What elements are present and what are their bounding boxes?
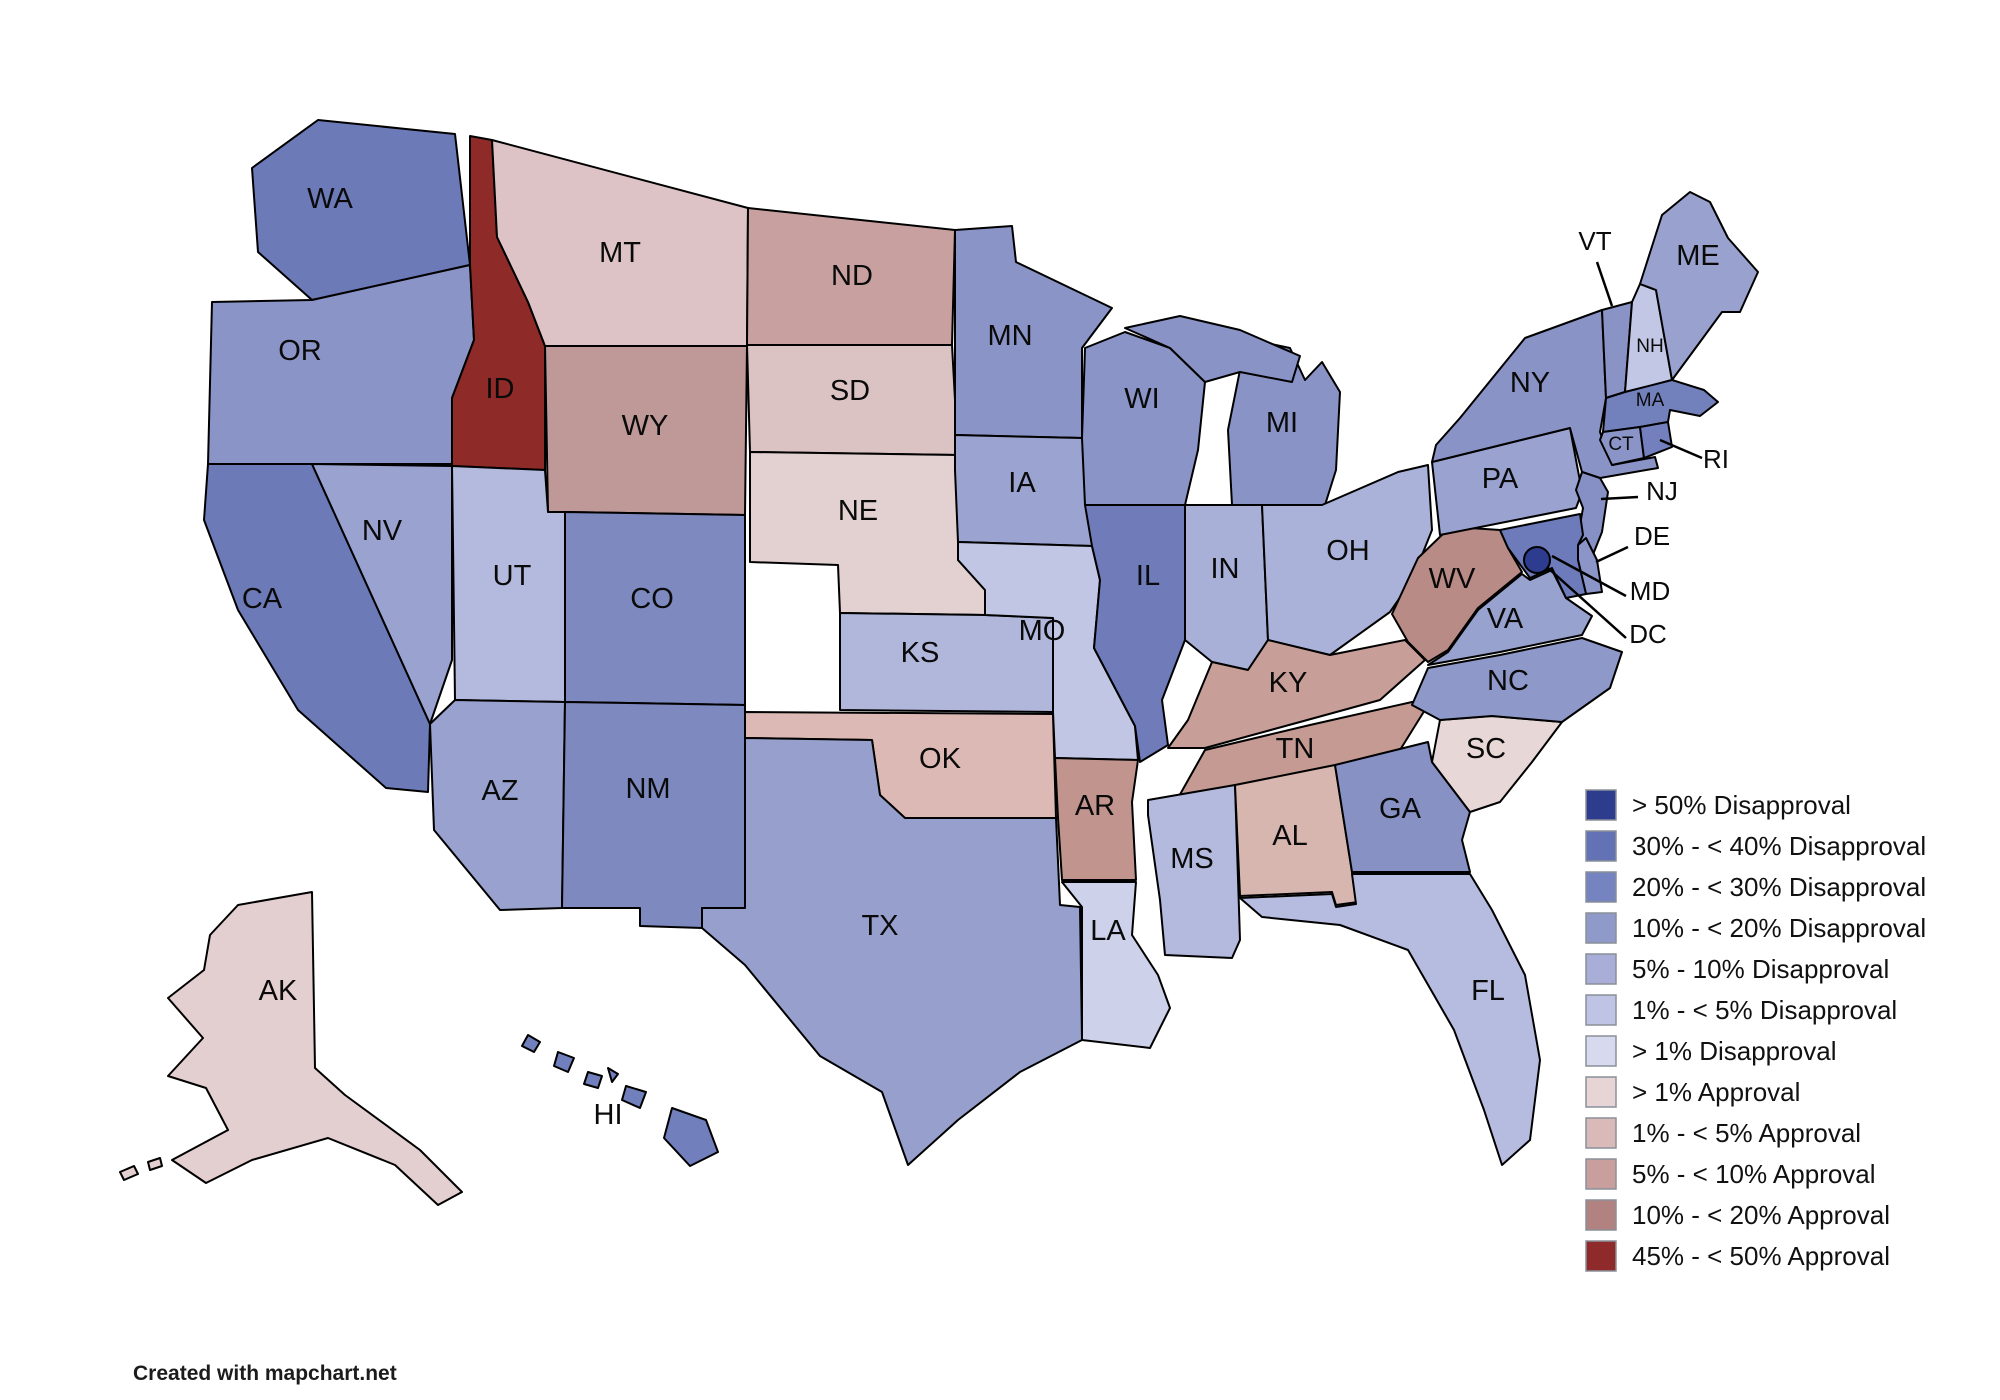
legend-swatch <box>1585 994 1617 1026</box>
legend-swatch <box>1585 1117 1617 1149</box>
legend-label: 10% - < 20% Approval <box>1632 1200 1890 1230</box>
legend-item: > 50% Disapproval <box>1585 789 1851 821</box>
state-mi[interactable]: MI — 10% - < 20% Disapproval <box>1124 315 1301 383</box>
legend-item: 5% - 10% Disapproval <box>1585 953 1889 985</box>
state-hi[interactable]: HI — 20% - < 30% Disapproval <box>521 1034 541 1053</box>
state-nd[interactable]: ND — 5% - < 10% Approval <box>746 207 956 346</box>
legend-label: 1% - < 5% Disapproval <box>1632 995 1897 1025</box>
state-nm[interactable]: NM — 20% - < 30% Disapproval <box>561 701 746 929</box>
legend-swatch <box>1585 1158 1617 1190</box>
state-hi[interactable]: HI — 20% - < 30% Disapproval <box>607 1067 619 1083</box>
legend-swatch <box>1585 871 1617 903</box>
legend-item: 10% - < 20% Approval <box>1585 1199 1890 1231</box>
legend-swatch <box>1585 1240 1617 1272</box>
state-la[interactable]: LA — > 1% Disapproval <box>1061 881 1171 1049</box>
state-fl[interactable]: FL — 5% - 10% Disapproval <box>1239 873 1541 1166</box>
state-wv[interactable]: WV — 10% - < 20% Approval <box>1391 527 1523 663</box>
state-label-dc: DC <box>1629 619 1667 649</box>
legend-item: 20% - < 30% Disapproval <box>1585 871 1926 903</box>
pointer-line-dc <box>1547 567 1627 639</box>
legend-label: 1% - < 5% Approval <box>1632 1118 1861 1148</box>
legend-label: 20% - < 30% Disapproval <box>1632 872 1926 902</box>
state-label-hi: HI <box>594 1099 623 1131</box>
pointer-line-nj <box>1600 495 1639 501</box>
state-ak[interactable]: AK — > 1% Approval <box>147 1157 163 1171</box>
state-wy[interactable]: WY — 5% - < 10% Approval <box>544 345 748 516</box>
legend-label: 5% - 10% Disapproval <box>1632 954 1889 984</box>
legend-item: > 1% Approval <box>1585 1076 1800 1108</box>
legend-item: 45% - < 50% Approval <box>1585 1240 1890 1272</box>
legend-item: > 1% Disapproval <box>1585 1035 1837 1067</box>
legend: > 50% Disapproval 30% - < 40% Disapproval… <box>1585 789 1926 1272</box>
legend-swatch <box>1585 912 1617 944</box>
legend-label: 45% - < 50% Approval <box>1632 1241 1890 1271</box>
state-mi[interactable]: MI — 10% - < 20% Disapproval <box>1227 341 1341 506</box>
legend-item: 10% - < 20% Disapproval <box>1585 912 1926 944</box>
state-label-de: DE <box>1634 521 1670 551</box>
state-co[interactable]: CO — 20% - < 30% Disapproval <box>564 511 746 706</box>
state-hi[interactable]: HI — 20% - < 30% Disapproval <box>663 1107 719 1167</box>
state-or[interactable]: OR — 10% - < 20% Disapproval <box>207 264 475 465</box>
legend-label: 30% - < 40% Disapproval <box>1632 831 1926 861</box>
states-layer: WA — 30% - < 40% DisapprovalOR — 10% - <… <box>119 119 1759 1206</box>
legend-item: 5% - < 10% Approval <box>1585 1158 1876 1190</box>
legend-swatch <box>1585 953 1617 985</box>
legend-swatch <box>1585 1076 1617 1108</box>
state-label-nj: NJ <box>1646 476 1678 506</box>
state-nv[interactable]: NV — 10% - < 20% Disapproval <box>311 463 453 725</box>
legend-swatch <box>1585 1035 1617 1067</box>
state-label-ri: RI <box>1703 444 1729 474</box>
state-ks[interactable]: KS — 5% - 10% Disapproval <box>839 612 1054 713</box>
legend-item: 30% - < 40% Disapproval <box>1585 830 1926 862</box>
state-me[interactable]: ME — 10% - < 20% Disapproval <box>1639 191 1759 381</box>
state-ms[interactable]: MS — 5% - 10% Disapproval <box>1147 784 1241 959</box>
state-ak[interactable]: AK — > 1% Approval <box>167 891 463 1206</box>
state-dc-marker[interactable] <box>1523 546 1551 574</box>
state-hi[interactable]: HI — 20% - < 30% Disapproval <box>583 1071 603 1089</box>
legend-label: 5% - < 10% Approval <box>1632 1159 1876 1189</box>
state-ne[interactable]: NE — > 1% Approval <box>749 451 986 616</box>
state-ut[interactable]: UT — 5% - 10% Disapproval <box>451 465 566 703</box>
legend-swatch <box>1585 1199 1617 1231</box>
legend-swatch <box>1585 789 1617 821</box>
legend-swatch <box>1585 830 1617 862</box>
state-in[interactable]: IN — 5% - 10% Disapproval <box>1184 504 1269 671</box>
legend-label: > 1% Disapproval <box>1632 1036 1837 1066</box>
legend-label: 10% - < 20% Disapproval <box>1632 913 1926 943</box>
pointer-line-vt <box>1595 261 1614 307</box>
pointer-line-md <box>1551 554 1627 598</box>
state-ar[interactable]: AR — 5% - < 10% Approval <box>1054 757 1139 881</box>
pointer-line-de <box>1595 545 1629 564</box>
pointer-lines-layer <box>1547 261 1703 639</box>
legend-label: > 50% Disapproval <box>1632 790 1851 820</box>
state-sd[interactable]: SD — 1% - < 5% Approval <box>746 344 959 456</box>
state-ct[interactable]: CT — 10% - < 20% Disapproval <box>1599 426 1645 466</box>
pointer-line-ri <box>1659 438 1703 460</box>
state-hi[interactable]: HI — 20% - < 30% Disapproval <box>621 1085 647 1109</box>
state-ky[interactable]: KY — 5% - < 10% Approval <box>1167 639 1426 749</box>
state-tx[interactable]: TX — 10% - < 20% Disapproval <box>701 737 1083 1166</box>
state-ak[interactable]: AK — > 1% Approval <box>119 1165 139 1181</box>
state-ia[interactable]: IA — 10% - < 20% Disapproval <box>954 434 1098 547</box>
state-nc[interactable]: NC — 10% - < 20% Disapproval <box>1411 637 1623 723</box>
footer-credit: Created with mapchart.net <box>133 1362 397 1385</box>
legend-label: > 1% Approval <box>1632 1077 1800 1107</box>
legend-item: 1% - < 5% Disapproval <box>1585 994 1897 1026</box>
state-hi[interactable]: HI — 20% - < 30% Disapproval <box>553 1051 575 1073</box>
state-ri[interactable]: RI — 20% - < 30% Disapproval <box>1639 421 1673 459</box>
state-label-vt: VT <box>1578 226 1611 256</box>
state-label-md: MD <box>1630 576 1670 606</box>
state-ga[interactable]: GA — 10% - < 20% Disapproval <box>1334 741 1471 873</box>
state-az[interactable]: AZ — 10% - < 20% Disapproval <box>429 699 566 911</box>
legend-item: 1% - < 5% Approval <box>1585 1117 1861 1149</box>
state-wi[interactable]: WI — 10% - < 20% Disapproval <box>1081 331 1206 506</box>
